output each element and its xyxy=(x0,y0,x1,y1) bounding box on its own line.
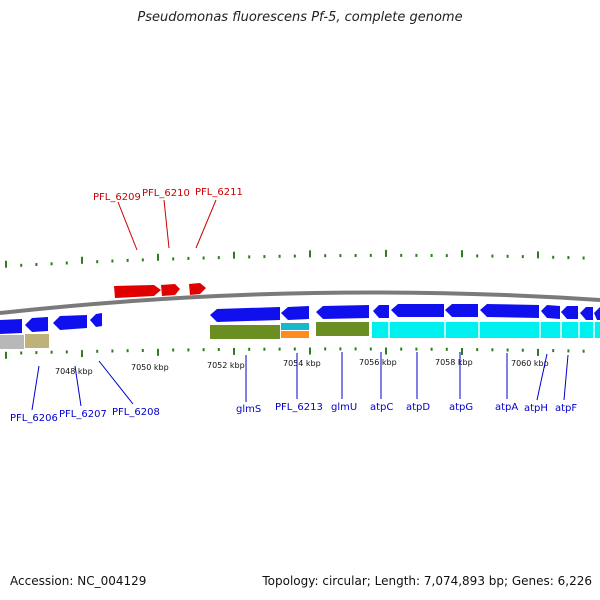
gene-label-PFL_6213[interactable]: PFL_6213 xyxy=(275,402,323,413)
leader-line xyxy=(74,365,82,407)
reverse-strand-track xyxy=(0,304,600,334)
genome-summary-text: Topology: circular; Length: 7,074,893 bp… xyxy=(262,574,592,588)
gene-label-atpC[interactable]: atpC xyxy=(370,402,393,413)
accession-text: Accession: NC_004129 xyxy=(10,574,147,588)
gene-label-atpD[interactable]: atpD xyxy=(406,402,430,413)
lower-tick-row xyxy=(5,347,585,359)
feature-orange-PFL_6213 xyxy=(281,331,309,338)
gene-label-atpF[interactable]: atpF xyxy=(555,403,577,414)
forward-strand-track xyxy=(114,283,206,298)
leader-line xyxy=(195,199,217,249)
gene-label-PFL_6210[interactable]: PFL_6210 xyxy=(142,188,190,199)
gene-label-PFL_6211[interactable]: PFL_6211 xyxy=(195,187,243,198)
gene-atpF-a[interactable] xyxy=(561,306,578,319)
gene-label-glmS[interactable]: glmS xyxy=(236,404,261,415)
gene-atpF-b[interactable] xyxy=(580,307,593,320)
feature-cyan-atp-operon xyxy=(372,322,600,338)
scale-label: 7056 kbp xyxy=(359,358,397,367)
page-title: Pseudomonas fluorescens Pf-5, complete g… xyxy=(137,10,463,25)
gene-atpA[interactable] xyxy=(480,304,539,318)
scale-label: 7048 kbp xyxy=(55,367,93,376)
gene-PFL_6210[interactable] xyxy=(161,284,180,296)
leader-line xyxy=(536,353,548,401)
leader-line xyxy=(98,360,134,405)
upper-tick-row xyxy=(5,249,585,268)
feature-olive xyxy=(25,334,49,348)
scale-label: 7060 kbp xyxy=(511,359,549,368)
feature-dividers xyxy=(388,322,595,338)
gene-label-PFL_6206[interactable]: PFL_6206 xyxy=(10,413,58,424)
gene-PFL_6209[interactable] xyxy=(114,285,161,298)
gene-PFL_6208b[interactable] xyxy=(90,313,102,327)
leader-line xyxy=(31,365,40,411)
gene-label-PFL_6208[interactable]: PFL_6208 xyxy=(112,407,160,418)
gene-PFL_6211[interactable] xyxy=(189,283,206,295)
gene-label-atpH[interactable]: atpH xyxy=(524,403,548,414)
gene-label-atpA[interactable]: atpA xyxy=(495,402,518,413)
forward-gene-labels: PFL_6209 PFL_6210 PFL_6211 xyxy=(93,187,243,251)
gene-atpD[interactable] xyxy=(391,304,444,317)
feature-green-glmU xyxy=(316,322,369,336)
scale-labels: 7048 kbp 7050 kbp 7052 kbp 7054 kbp 7056… xyxy=(55,358,549,376)
scale-label: 7050 kbp xyxy=(131,363,169,372)
gene-atpH[interactable] xyxy=(541,305,560,319)
gene-PFL_6208[interactable] xyxy=(53,315,87,330)
leader-line xyxy=(163,199,170,249)
feature-gray xyxy=(0,335,24,349)
scale-label: 7054 kbp xyxy=(283,359,321,368)
gene-PFL_6213[interactable] xyxy=(281,306,309,320)
gene-label-atpG[interactable]: atpG xyxy=(449,402,473,413)
leader-line xyxy=(563,354,569,401)
gene-atpG[interactable] xyxy=(445,304,478,317)
reverse-gene-labels: PFL_6206 PFL_6207 PFL_6208 glmS PFL_6213… xyxy=(10,352,577,424)
feature-teal-PFL_6213 xyxy=(281,323,309,330)
gene-label-PFL_6207[interactable]: PFL_6207 xyxy=(59,409,107,420)
gene-atpC[interactable] xyxy=(373,305,389,318)
gene-PFL_6206[interactable] xyxy=(0,319,22,334)
feature-green-glmS xyxy=(210,325,280,339)
gene-glmS[interactable] xyxy=(210,307,280,322)
scale-label: 7052 kbp xyxy=(207,361,245,370)
gene-label-PFL_6209[interactable]: PFL_6209 xyxy=(93,192,141,203)
scale-label: 7058 kbp xyxy=(435,358,473,367)
gene-label-glmU[interactable]: glmU xyxy=(331,402,357,413)
gene-atpB[interactable] xyxy=(594,307,600,320)
leader-line xyxy=(117,201,138,251)
gene-PFL_6207[interactable] xyxy=(25,317,48,332)
feature-track xyxy=(0,322,600,349)
genome-backbone xyxy=(0,290,600,315)
gene-glmU[interactable] xyxy=(316,305,369,319)
